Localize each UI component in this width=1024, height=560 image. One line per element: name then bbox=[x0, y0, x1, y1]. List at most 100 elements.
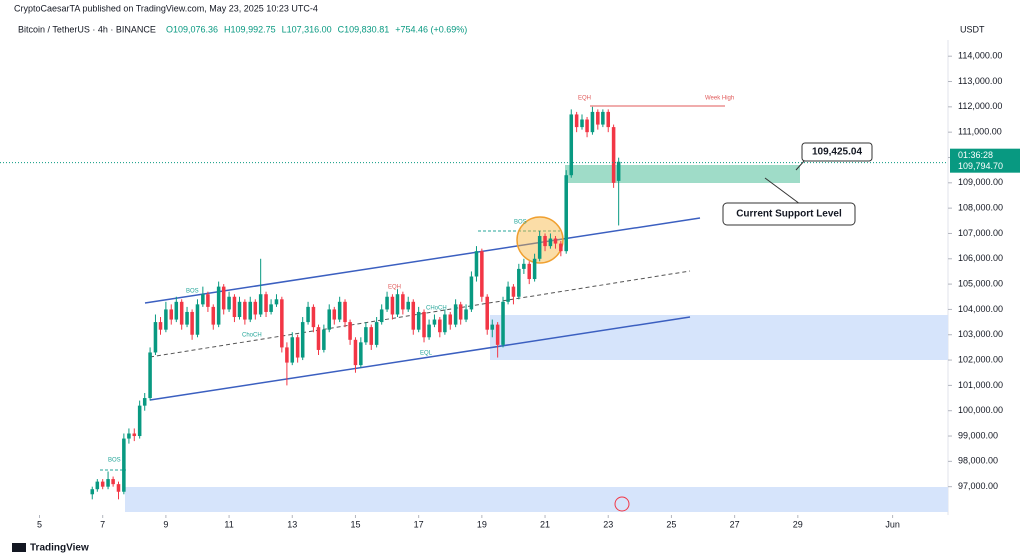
price-callout bbox=[801, 142, 873, 162]
candle-body bbox=[485, 296, 489, 330]
candle-body bbox=[395, 294, 400, 315]
ohlc-value: O109,076.36 bbox=[166, 24, 218, 34]
x-tick-label: 17 bbox=[414, 519, 424, 529]
x-tick-label: 13 bbox=[287, 519, 297, 529]
candle-body bbox=[232, 296, 237, 318]
x-tick-label: 9 bbox=[163, 519, 168, 529]
event-icon bbox=[614, 496, 630, 512]
channel-upper bbox=[144, 217, 701, 304]
candle-body bbox=[448, 314, 453, 325]
annotation: EQL bbox=[420, 351, 433, 357]
y-tick-label: 112,000.00 bbox=[958, 101, 1002, 111]
candle-body bbox=[580, 119, 584, 128]
candle-body bbox=[164, 309, 168, 330]
candle-body bbox=[153, 322, 158, 353]
candle-body bbox=[269, 304, 273, 312]
candle-body bbox=[90, 489, 95, 495]
candle-body bbox=[359, 342, 363, 366]
ohlc-value: +754.46 (+0.69%) bbox=[395, 24, 467, 34]
y-tick-label: 111,000.00 bbox=[958, 127, 1002, 137]
annotation: BOS bbox=[514, 220, 527, 226]
candle-body bbox=[532, 258, 537, 280]
x-tick-label: 7 bbox=[100, 519, 105, 529]
y-tick-label: 99,000.00 bbox=[958, 430, 998, 440]
candle-body bbox=[142, 398, 147, 406]
candle-body bbox=[596, 111, 600, 125]
channel-lower bbox=[149, 316, 691, 401]
candle-body bbox=[243, 301, 247, 320]
candle-body bbox=[106, 479, 110, 487]
candle-body bbox=[469, 276, 474, 310]
candle-body bbox=[585, 119, 589, 133]
candle-body bbox=[95, 481, 100, 490]
candle-body bbox=[411, 301, 416, 330]
x-tick-label: 21 bbox=[540, 519, 550, 529]
candle-body bbox=[490, 324, 495, 330]
annotation: CHoCH bbox=[426, 306, 447, 312]
candle-body bbox=[353, 339, 358, 366]
candle-body bbox=[574, 114, 579, 128]
candle-body bbox=[601, 111, 605, 125]
y-tick-label: 98,000.00 bbox=[958, 456, 998, 466]
callout-pointer bbox=[764, 177, 801, 205]
candle-body bbox=[522, 263, 526, 269]
candle-body bbox=[569, 114, 574, 176]
candle-body bbox=[480, 251, 484, 297]
candle-body bbox=[122, 438, 126, 492]
candle-body bbox=[616, 161, 621, 181]
candle-body bbox=[379, 309, 384, 323]
candle-body bbox=[185, 311, 189, 325]
candle-body bbox=[501, 301, 505, 345]
x-tick-label: Jun bbox=[885, 519, 900, 529]
candle-body bbox=[606, 111, 611, 128]
candle-body bbox=[290, 337, 295, 363]
callout-text: 109,425.04 bbox=[812, 147, 862, 158]
candle-body bbox=[327, 309, 332, 330]
candle-body bbox=[511, 286, 516, 297]
candle-body bbox=[343, 301, 347, 323]
candle-body bbox=[458, 304, 463, 320]
y-tick-label: 100,000.00 bbox=[958, 405, 1003, 415]
candle-body bbox=[322, 329, 326, 350]
candle-body bbox=[300, 322, 305, 358]
candle-body bbox=[158, 322, 163, 330]
annotation: EQH bbox=[578, 96, 591, 102]
y-tick-label: 114,000.00 bbox=[958, 51, 1002, 61]
x-tick-label: 19 bbox=[477, 519, 487, 529]
y-tick-label: 107,000.00 bbox=[958, 228, 1003, 238]
candle-body bbox=[537, 235, 542, 259]
y-tick-label: 103,000.00 bbox=[958, 329, 1003, 339]
candle-body bbox=[517, 268, 521, 297]
candle-body bbox=[348, 322, 352, 340]
candle-body bbox=[506, 286, 510, 302]
candle-body bbox=[474, 251, 479, 277]
candle-body bbox=[390, 296, 395, 315]
candle-body bbox=[401, 294, 405, 310]
x-tick-label: 11 bbox=[224, 519, 233, 529]
axis-unit: USDT bbox=[960, 24, 985, 34]
ohlc-legend: O109,076.36 H109,992.75 L107,316.00 C109,83… bbox=[166, 24, 467, 34]
candle-body bbox=[216, 286, 221, 325]
candle-body bbox=[611, 127, 616, 183]
y-tick-label: 104,000.00 bbox=[958, 304, 1003, 314]
candle-body bbox=[590, 111, 595, 133]
candle-body bbox=[422, 311, 426, 338]
label-callout bbox=[722, 202, 856, 226]
x-tick-label: 27 bbox=[730, 519, 740, 529]
candle-body bbox=[438, 319, 442, 333]
logo bbox=[12, 543, 26, 552]
candle-body bbox=[369, 327, 374, 345]
candle-body bbox=[285, 347, 289, 363]
candle-body bbox=[227, 296, 231, 310]
candle-body bbox=[559, 243, 563, 252]
x-tick-label: 5 bbox=[37, 519, 42, 529]
annotation: ChoCH bbox=[242, 333, 262, 339]
candle-body bbox=[364, 327, 368, 343]
candle-body bbox=[248, 301, 253, 320]
candle-body bbox=[306, 306, 310, 323]
x-tick-label: 29 bbox=[793, 519, 803, 529]
candle-body bbox=[443, 314, 447, 333]
candle-body bbox=[564, 175, 568, 252]
symbol: Bitcoin / TetherUS · 4h · BINANCE bbox=[18, 24, 156, 34]
